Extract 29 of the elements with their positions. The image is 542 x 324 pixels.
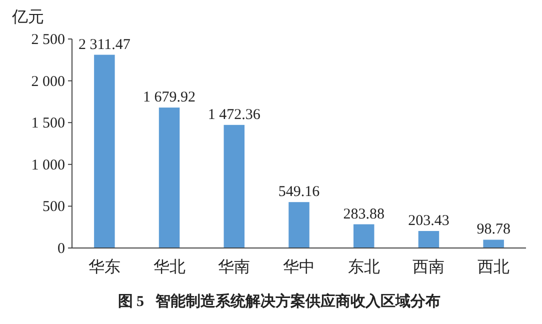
x-tick-label: 华东 [88, 258, 120, 276]
bar [158, 108, 180, 248]
x-tick-label: 东北 [348, 258, 380, 276]
data-label: 283.88 [343, 206, 384, 222]
data-label: 203.43 [408, 212, 450, 229]
x-tick-label: 华南 [218, 258, 250, 276]
bar [483, 240, 504, 248]
data-label: 2 311.47 [78, 36, 131, 53]
y-tick-label: 2 500 [31, 32, 65, 48]
y-tick-label: 2 000 [31, 74, 65, 90]
bar [418, 230, 440, 248]
x-tick-label: 西北 [478, 258, 510, 276]
bar [353, 224, 374, 248]
x-tick-label: 西南 [412, 258, 445, 276]
x-tick-label: 华北 [153, 258, 186, 276]
y-tick-label: 1 500 [31, 116, 65, 132]
x-tick-label: 华中 [283, 258, 315, 276]
bar [94, 54, 115, 248]
y-axis-title: 亿元 [11, 9, 44, 26]
data-label: 1 679.92 [143, 90, 196, 106]
data-label: 549.16 [278, 184, 320, 200]
bar [288, 202, 310, 248]
y-tick-label: 0 [58, 241, 65, 257]
text: 图 5 智能制造系统解决方案供应商收入区域分布 [118, 292, 440, 310]
bar [224, 124, 245, 248]
data-label: 1 472.36 [208, 106, 261, 123]
y-tick-label: 500 [42, 199, 65, 216]
y-tick-label: 1 000 [31, 157, 65, 174]
data-label: 98.78 [476, 222, 510, 238]
